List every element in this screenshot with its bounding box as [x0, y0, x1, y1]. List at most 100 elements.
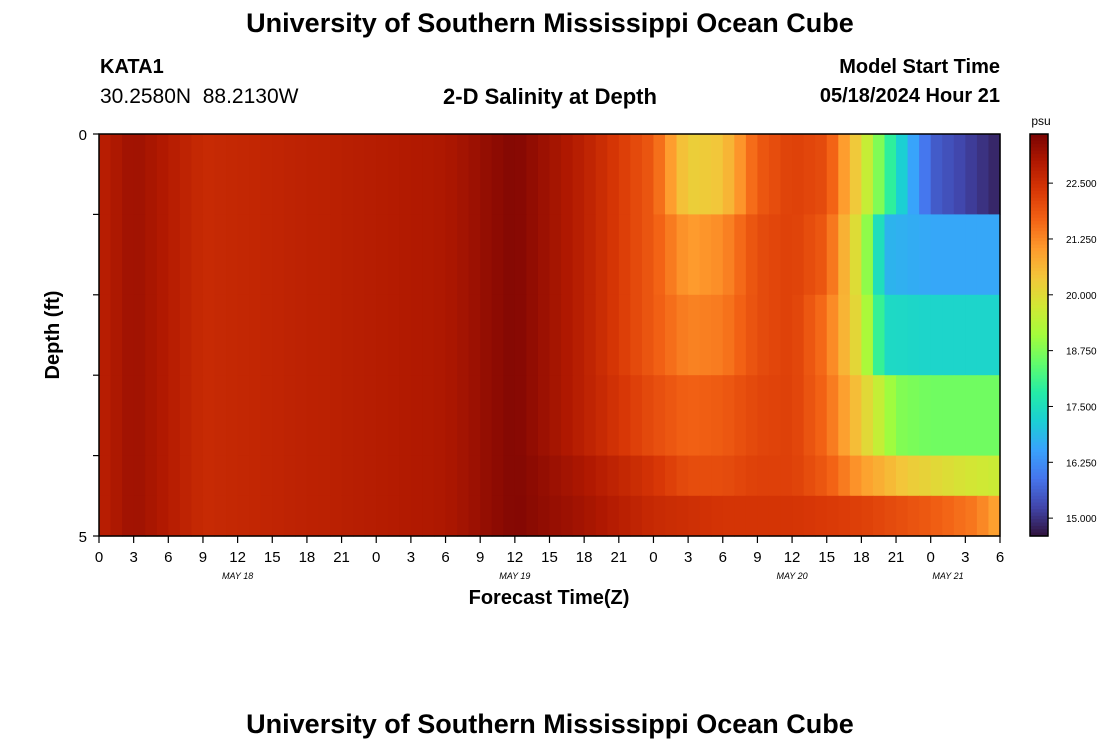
heatmap-cell — [110, 495, 123, 537]
heatmap-cell — [249, 214, 262, 296]
heatmap-cell — [283, 214, 296, 296]
heatmap-cell — [526, 134, 539, 215]
heatmap-cell — [549, 375, 562, 457]
x-tick-label: 6 — [996, 549, 1004, 566]
heatmap-cell — [526, 495, 539, 537]
heatmap-cell — [179, 495, 193, 537]
heatmap-cell — [734, 134, 747, 215]
heatmap-cell — [226, 375, 239, 457]
colorbar-segment — [1030, 455, 1048, 460]
x-tick-label: 3 — [407, 549, 415, 566]
colorbar-segment — [1030, 224, 1048, 229]
heatmap-cell — [595, 214, 608, 296]
x-tick-label: 3 — [129, 549, 137, 566]
heatmap-cell — [757, 214, 770, 296]
colorbar-segment — [1030, 257, 1048, 262]
heatmap-cell — [330, 214, 343, 296]
heatmap-cell — [168, 375, 181, 457]
colorbar-segment — [1030, 174, 1048, 179]
heatmap-cell — [537, 134, 551, 215]
colorbar-segment — [1030, 264, 1048, 269]
heatmap-cell — [676, 455, 689, 497]
heatmap-cell — [156, 495, 169, 537]
colorbar-segment — [1030, 204, 1048, 209]
heatmap-cell — [295, 375, 308, 457]
heatmap-cell — [433, 455, 447, 497]
heatmap-cell — [838, 455, 851, 497]
heatmap-cell — [780, 375, 793, 457]
colorbar-segment — [1030, 160, 1048, 165]
heatmap-cell — [849, 134, 862, 215]
colorbar-segment — [1030, 442, 1048, 447]
heatmap-cell — [145, 455, 158, 497]
heatmap-cell — [491, 134, 504, 215]
heatmap-cell — [711, 495, 724, 537]
heatmap-cell — [526, 294, 539, 376]
heatmap-cell — [665, 214, 678, 296]
heatmap-cell — [202, 375, 216, 457]
heatmap-cell — [722, 214, 735, 296]
x-tick-label: 15 — [818, 549, 835, 566]
heatmap-cell — [792, 495, 805, 537]
heatmap-cell — [514, 294, 527, 376]
heatmap-cell — [942, 134, 955, 215]
heatmap-cell — [445, 455, 458, 497]
heatmap-cell — [618, 495, 631, 537]
heatmap-cell — [584, 375, 597, 457]
heatmap-cell — [872, 134, 886, 215]
x-date-label: MAY 21 — [932, 571, 963, 581]
colorbar-segment — [1030, 358, 1048, 363]
heatmap-cell — [688, 134, 701, 215]
colorbar-segment — [1030, 458, 1048, 463]
heatmap-cell — [688, 214, 701, 296]
heatmap-cell — [133, 495, 146, 537]
colorbar-tick-label: 18.750 — [1066, 347, 1097, 358]
heatmap-cell — [699, 214, 712, 296]
heatmap-cell — [792, 455, 805, 497]
colorbar-segment — [1030, 499, 1048, 504]
x-tick-label: 12 — [229, 549, 246, 566]
heatmap-cell — [826, 495, 839, 537]
heatmap-cell — [826, 294, 839, 376]
heatmap-cell — [838, 495, 851, 537]
heatmap-cell — [214, 214, 227, 296]
heatmap-cell — [595, 495, 608, 537]
heatmap-cell — [191, 134, 204, 215]
heatmap-cell — [572, 495, 585, 537]
colorbar-segment — [1030, 261, 1048, 266]
heatmap-cell — [849, 455, 862, 497]
heatmap-cell — [711, 294, 724, 376]
heatmap-cell — [826, 375, 839, 457]
heatmap-cell — [457, 294, 470, 376]
heatmap-cell — [514, 455, 527, 497]
heatmap-cell — [226, 495, 239, 537]
heatmap-cell — [930, 455, 943, 497]
heatmap-cell — [306, 495, 320, 537]
heatmap-cell — [387, 375, 400, 457]
heatmap-cell — [549, 214, 562, 296]
heatmap-cell — [549, 495, 562, 537]
heatmap-cell — [641, 455, 655, 497]
heatmap-cell — [283, 455, 296, 497]
colorbar-segment — [1030, 177, 1048, 182]
x-tick-label: 15 — [541, 549, 558, 566]
heatmap-cell — [872, 375, 886, 457]
heatmap-cell — [641, 495, 655, 537]
heatmap-cell — [988, 294, 1001, 376]
colorbar-segment — [1030, 465, 1048, 470]
heatmap-cell — [930, 495, 943, 537]
heatmap-cell — [202, 214, 216, 296]
heatmap-cell — [884, 375, 897, 457]
colorbar-segment — [1030, 268, 1048, 272]
x-axis: 0 3 6 9 12 15 18 21 0 3 6 9 12 15 18 21 0 3 6 9 12 15 18 21 0 3 6 M… — [95, 536, 1004, 581]
heatmap-cell — [584, 495, 597, 537]
heatmap-cell — [826, 455, 839, 497]
heatmap-cell — [965, 294, 978, 376]
heatmap-cell — [376, 294, 389, 376]
heatmap-cell — [503, 495, 516, 537]
heatmap-cell — [422, 294, 435, 376]
heatmap-cell — [399, 455, 412, 497]
heatmap-cell — [249, 134, 262, 215]
heatmap-cell — [376, 134, 389, 215]
colorbar-segment — [1030, 438, 1048, 443]
